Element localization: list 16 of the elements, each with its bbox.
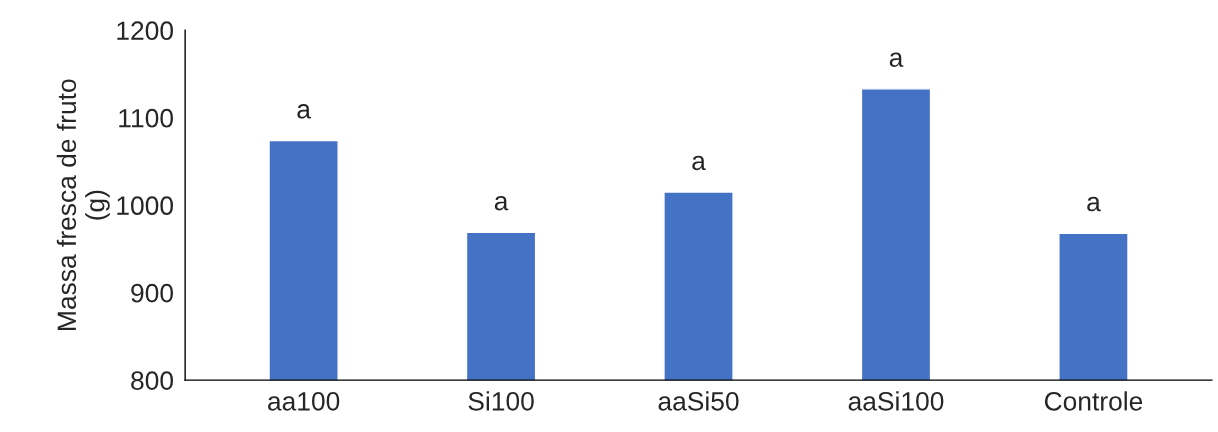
annotation: a [1087, 196, 1101, 212]
x-tick-label: aa100 [268, 391, 340, 411]
annotation: a [494, 195, 509, 211]
y-tick-label: 1000 [117, 196, 173, 216]
annotation: a [297, 104, 311, 119]
x-tick-label: aaSi50 [658, 391, 739, 411]
y-tick-label: 800 [131, 371, 173, 390]
annotation: a [692, 155, 706, 171]
y-axis-title: Massa fresca de fruto (g) [56, 79, 110, 330]
y-tick-label: 900 [131, 283, 173, 303]
x-tick-label: aaSi100 [848, 391, 944, 411]
y-tick-label: 1100 [119, 108, 173, 128]
annotation: a [889, 52, 904, 67]
x-tick-label: Si100 [468, 391, 534, 411]
y-tick-label: 1200 [117, 21, 173, 41]
x-tick-label: Controle [1044, 391, 1143, 411]
